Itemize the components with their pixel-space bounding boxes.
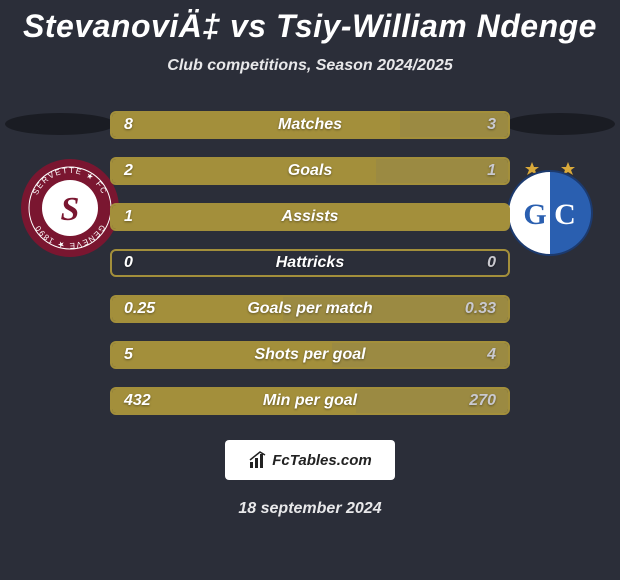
comparison-subtitle: Club competitions, Season 2024/2025 — [0, 57, 620, 75]
stat-value-right: 0 — [487, 251, 496, 275]
stat-value-left: 432 — [124, 389, 151, 413]
chart-icon — [248, 450, 268, 470]
comparison-content: S SERVETTE ★ FC GENEVE ★ 1890 G C Matche… — [0, 103, 620, 433]
stat-label: Shots per goal — [112, 343, 508, 367]
stat-value-right: 0.33 — [465, 297, 496, 321]
comparison-title: StevanoviÄ‡ vs Tsiy-William Ndenge — [0, 0, 620, 45]
stat-label: Goals — [112, 159, 508, 183]
stat-label: Matches — [112, 113, 508, 137]
stat-value-left: 0.25 — [124, 297, 155, 321]
stat-row: Goals per match0.25 0.33 — [110, 295, 510, 323]
stat-row: Assists1 — [110, 203, 510, 231]
right-club-badge: G C — [500, 158, 600, 258]
left-club-badge: S SERVETTE ★ FC GENEVE ★ 1890 — [20, 158, 120, 258]
stat-label: Goals per match — [112, 297, 508, 321]
branding-text: FcTables.com — [272, 452, 371, 469]
stat-row: Min per goal432 270 — [110, 387, 510, 415]
stat-value-left: 0 — [124, 251, 133, 275]
stat-value-left: 2 — [124, 159, 133, 183]
stat-value-left: 1 — [124, 205, 133, 229]
stat-value-left: 5 — [124, 343, 133, 367]
stat-value-right: 4 — [487, 343, 496, 367]
svg-text:C: C — [554, 198, 576, 231]
comparison-date: 18 september 2024 — [0, 500, 620, 518]
left-shadow — [5, 113, 115, 135]
stat-bars: Matches83Goals21Assists1Hattricks00Goals… — [110, 111, 510, 433]
stat-row: Matches8 3 — [110, 111, 510, 139]
stat-value-right: 270 — [469, 389, 496, 413]
stat-row: Shots per goal5 4 — [110, 341, 510, 369]
stat-value-left: 8 — [124, 113, 133, 137]
stat-row: Hattricks0 0 — [110, 249, 510, 277]
svg-text:S: S — [61, 191, 80, 228]
svg-text:G: G — [523, 198, 546, 231]
stat-label: Assists — [112, 205, 508, 229]
branding-box: FcTables.com — [225, 440, 395, 480]
stat-row: Goals2 1 — [110, 157, 510, 185]
right-shadow — [505, 113, 615, 135]
stat-label: Min per goal — [112, 389, 508, 413]
stat-value-right: 1 — [487, 159, 496, 183]
stat-label: Hattricks — [112, 251, 508, 275]
stat-value-right: 3 — [487, 113, 496, 137]
